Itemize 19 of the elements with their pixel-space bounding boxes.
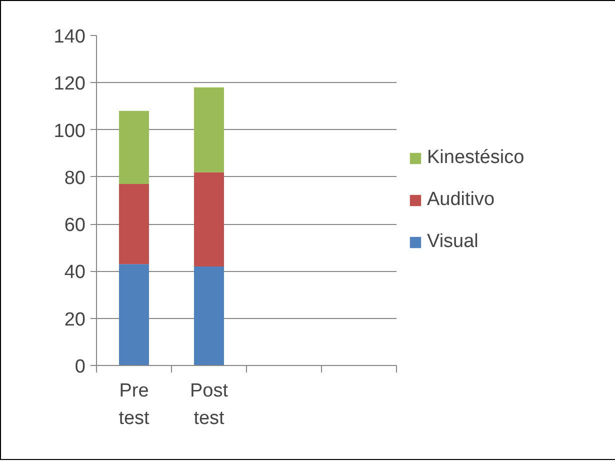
- bar: [119, 184, 149, 264]
- bar: [119, 110, 149, 184]
- y-tick-label: 0: [74, 356, 86, 378]
- bar: [194, 87, 224, 172]
- y-tick-label: 40: [64, 262, 86, 284]
- y-tick-label: 120: [54, 74, 86, 95]
- y-tick-label: 80: [64, 168, 86, 189]
- legend-label: Kinestésico: [427, 147, 524, 169]
- legend-label: Visual: [427, 231, 478, 253]
- bar: [194, 266, 224, 366]
- x-tick-label: Post test: [190, 380, 229, 429]
- bar: [119, 264, 149, 366]
- y-tick-label: 140: [54, 26, 86, 48]
- x-tick-label: Pre test: [118, 380, 150, 429]
- legend-label: Auditivo: [427, 189, 495, 211]
- y-tick-label: 20: [64, 309, 86, 330]
- y-tick-label: 60: [64, 215, 86, 236]
- y-tick-label: 100: [54, 120, 86, 142]
- bar: [194, 172, 224, 266]
